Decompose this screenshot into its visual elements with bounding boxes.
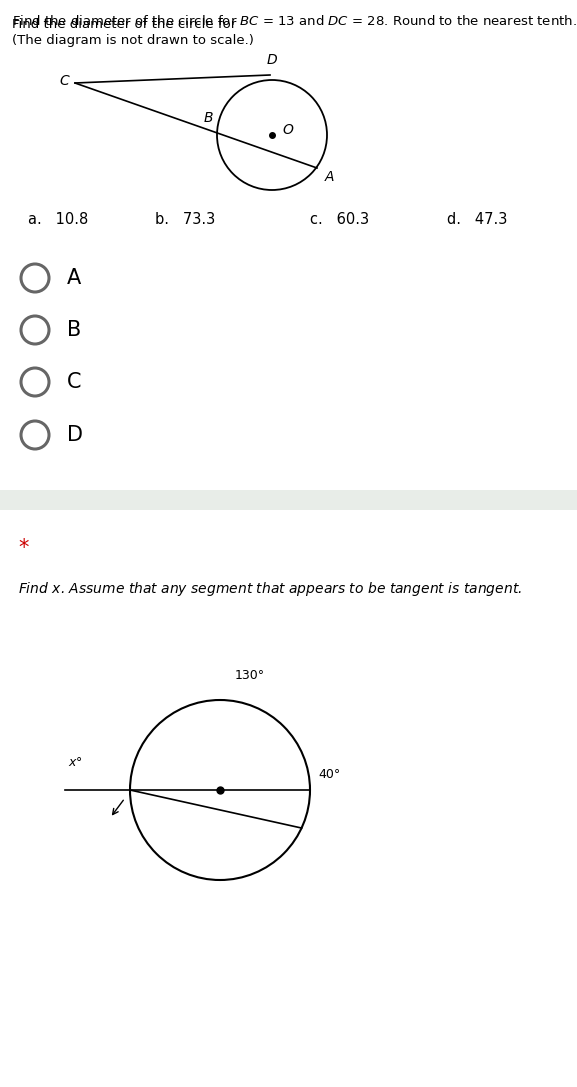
- Text: Find $x$. Assume that any segment that appears to be tangent is tangent.: Find $x$. Assume that any segment that a…: [18, 580, 522, 598]
- Text: B: B: [67, 320, 81, 340]
- Text: c.   60.3: c. 60.3: [310, 212, 369, 227]
- Text: A: A: [67, 268, 81, 288]
- Text: A: A: [325, 170, 335, 184]
- Text: Find the diameter of the circle for $\mathit{BC}$ = 13 and $\mathit{DC}$ = 28. R: Find the diameter of the circle for $\ma…: [12, 14, 577, 28]
- Text: D: D: [67, 425, 83, 445]
- Text: *: *: [18, 538, 28, 558]
- Text: a.   10.8: a. 10.8: [28, 212, 88, 227]
- Text: C: C: [67, 372, 81, 392]
- Text: B: B: [204, 111, 213, 125]
- Text: 40°: 40°: [318, 769, 340, 782]
- Text: d.   47.3: d. 47.3: [447, 212, 507, 227]
- Text: Find the diameter of the circle for: Find the diameter of the circle for: [12, 18, 241, 32]
- Text: O: O: [282, 123, 293, 137]
- Bar: [0, 490, 577, 510]
- Text: (The diagram is not drawn to scale.): (The diagram is not drawn to scale.): [12, 34, 254, 47]
- Text: D: D: [267, 53, 278, 67]
- Text: C: C: [59, 74, 69, 88]
- Text: 130°: 130°: [235, 669, 265, 682]
- Text: $x$°: $x$°: [68, 755, 83, 769]
- Text: b.   73.3: b. 73.3: [155, 212, 215, 227]
